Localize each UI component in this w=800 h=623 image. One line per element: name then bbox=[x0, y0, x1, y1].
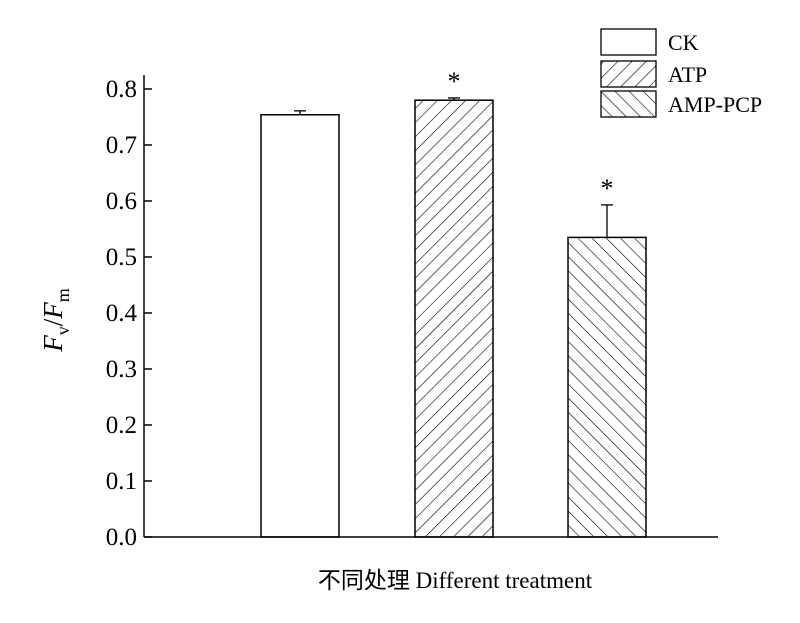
y-axis-label-main: F bbox=[38, 335, 68, 353]
y-axis-label-slash: / bbox=[38, 318, 68, 326]
y-tick-label: 0.2 bbox=[106, 412, 137, 439]
y-axis-label: Fv/Fm bbox=[38, 288, 73, 353]
legend-label: ATP bbox=[668, 62, 707, 87]
legend-label: AMP-PCP bbox=[668, 92, 762, 117]
y-axis-label-main2: F bbox=[38, 302, 68, 320]
y-tick-label: 0.1 bbox=[106, 468, 137, 495]
bars: ** bbox=[260, 67, 647, 538]
legend-swatch bbox=[600, 60, 657, 88]
bar bbox=[567, 236, 647, 538]
y-tick-label: 0.6 bbox=[106, 188, 137, 215]
y-tick-label: 0.4 bbox=[106, 300, 138, 327]
y-tick-label: 0.7 bbox=[106, 132, 137, 159]
bar bbox=[260, 114, 340, 538]
y-axis-label-sub1: v bbox=[53, 326, 73, 335]
legend-swatch bbox=[600, 90, 657, 118]
y-axis-ticks: 0.0 0.1 0.2 0.3 0.4 0.5 0.6 0.7 0.8 bbox=[106, 76, 152, 551]
y-tick-label: 0.5 bbox=[106, 244, 137, 271]
legend-label: CK bbox=[668, 30, 699, 55]
y-tick-label: 0.3 bbox=[106, 356, 137, 383]
legend-swatch bbox=[600, 28, 657, 56]
legend: CK ATP AMP-PCP bbox=[600, 28, 762, 118]
y-tick-label: 0.8 bbox=[106, 76, 137, 103]
x-axis-label: 不同处理 Different treatment bbox=[318, 568, 593, 593]
bar bbox=[414, 99, 494, 538]
significance-marker: * bbox=[448, 67, 461, 96]
y-axis-label-sub2: m bbox=[53, 288, 73, 302]
significance-marker: * bbox=[601, 174, 614, 203]
y-tick-label: 0.0 bbox=[106, 524, 137, 551]
